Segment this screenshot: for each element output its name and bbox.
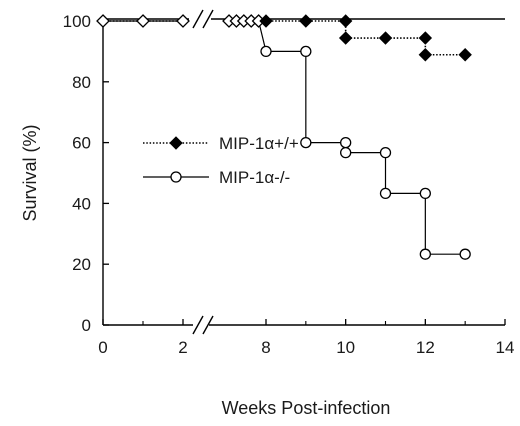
- data-point-diamond: [299, 14, 313, 28]
- series-mip1a-wildtype: [103, 20, 466, 56]
- x-tick-label: 2: [178, 338, 187, 357]
- data-point-diamond: [418, 31, 433, 45]
- data-point-circle: [340, 146, 352, 159]
- data-point-circle: [340, 136, 352, 149]
- legend-item-wildtype: MIP-1α+/+: [143, 134, 299, 153]
- data-point-circle: [419, 187, 431, 200]
- data-point-circle: [300, 45, 312, 58]
- y-tick-label: 20: [72, 255, 91, 274]
- legend: MIP-1α+/+ MIP-1α-/-: [143, 134, 299, 187]
- series-layer: [96, 14, 472, 260]
- data-point-diamond: [338, 31, 353, 45]
- data-point-circle: [459, 248, 471, 260]
- data-point-circle: [419, 248, 431, 260]
- data-point-open-diamond: [136, 14, 150, 28]
- x-tick-label: 8: [261, 338, 270, 357]
- data-point-circle: [300, 136, 312, 149]
- top-break-mark-1: [192, 9, 204, 29]
- data-point-circle: [379, 187, 392, 200]
- y-tick-label: 40: [72, 194, 91, 213]
- data-point-circle: [379, 146, 392, 159]
- legend-label: MIP-1α-/-: [219, 168, 290, 187]
- data-point-diamond: [418, 48, 433, 62]
- data-point-diamond: [169, 136, 183, 150]
- x-tick-label: 12: [416, 338, 435, 357]
- x-tick-label: 0: [98, 338, 107, 357]
- top-break-mark-2: [202, 9, 214, 29]
- x-tick-label: 10: [336, 338, 355, 357]
- data-point-circle: [260, 45, 272, 58]
- data-point-diamond: [378, 31, 393, 45]
- data-point-open-diamond: [176, 14, 190, 28]
- data-point-open-diamond: [96, 14, 110, 28]
- data-point-circle: [170, 171, 182, 183]
- data-point-diamond: [259, 14, 273, 28]
- axes: 0 20 40 60 80 100 0 2 8 10 12 14: [63, 9, 515, 357]
- y-tick-label: 60: [72, 134, 91, 153]
- data-point-diamond: [338, 14, 353, 28]
- data-point-diamond: [458, 48, 472, 62]
- y-tick-label: 100: [63, 12, 91, 31]
- legend-item-knockout: MIP-1α-/-: [143, 168, 290, 187]
- x-axis-break-mark-1: [192, 315, 204, 335]
- y-axis-label: Survival (%): [20, 124, 40, 221]
- markers: [96, 14, 472, 260]
- series-line: [103, 20, 466, 56]
- x-axis-label: Weeks Post-infection: [222, 398, 391, 418]
- x-axis-break-mark-2: [202, 315, 214, 335]
- x-tick-label: 14: [496, 338, 515, 357]
- y-tick-label: 0: [82, 316, 91, 335]
- legend-label: MIP-1α+/+: [219, 134, 299, 153]
- y-tick-label: 80: [72, 73, 91, 92]
